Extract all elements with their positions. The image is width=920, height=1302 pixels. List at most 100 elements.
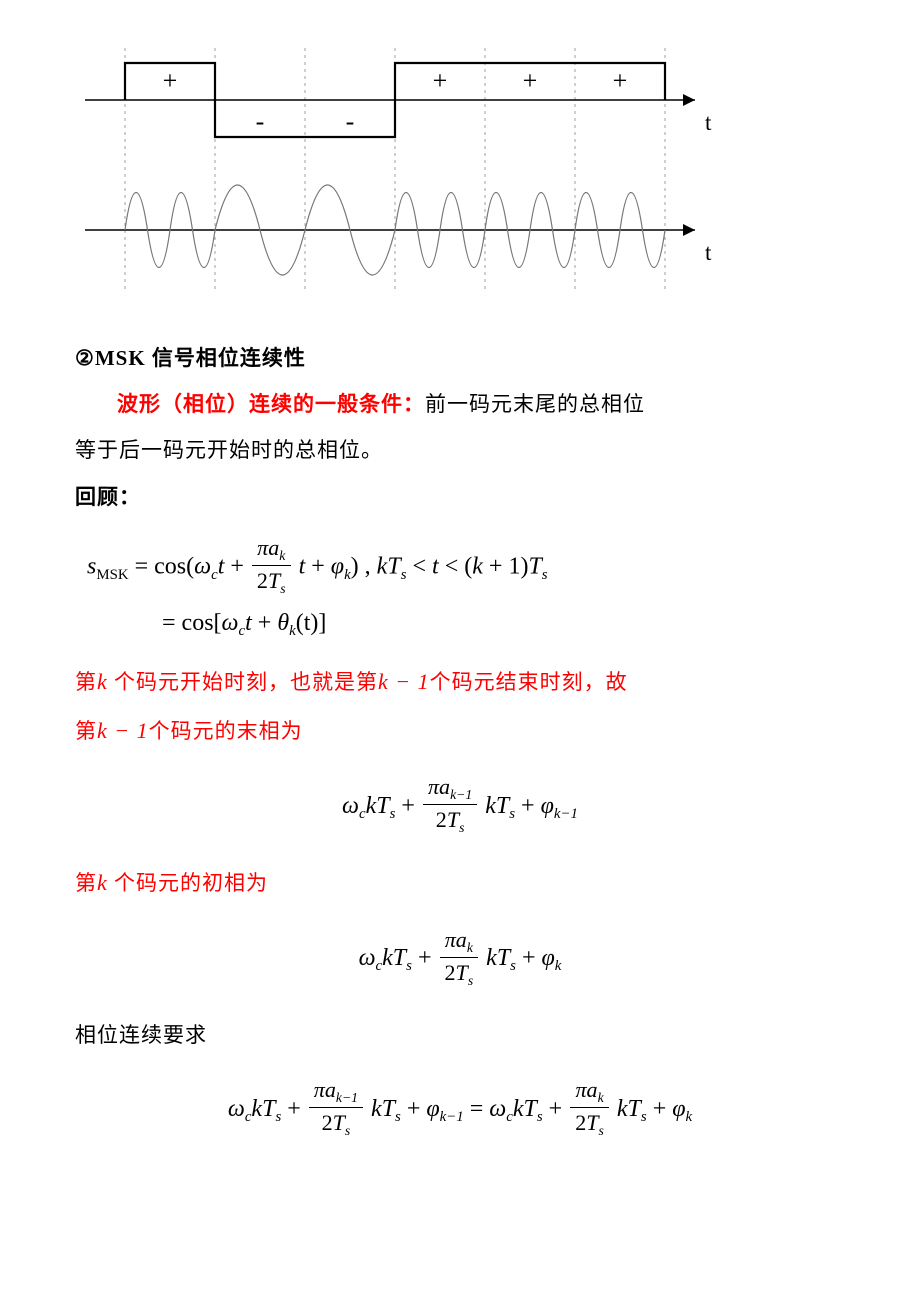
heading-text: MSK 信号相位连续性: [95, 346, 306, 370]
signal-figure: t + - - + + + t: [75, 45, 845, 300]
e4-Ts: s: [275, 1109, 281, 1125]
eq1-eqsign: =: [135, 553, 155, 579]
eq1-t1: t: [218, 553, 225, 579]
e3-pi: π: [445, 927, 456, 952]
e4-phiR: φ: [672, 1096, 685, 1122]
e4-wR: ω: [489, 1096, 506, 1122]
para1-rest2: 等于后一码元开始时的总相位。: [75, 438, 383, 462]
p2-a: 第: [75, 670, 97, 694]
para1-rest1: 前一码元末尾的总相位: [425, 392, 645, 416]
eq1-phi: φ: [331, 553, 344, 579]
e3-Ts: s: [406, 959, 412, 975]
eq1-a: a: [268, 535, 279, 560]
eq1-omega: ω: [194, 553, 211, 579]
svg-text:t: t: [705, 110, 712, 135]
eq-continuity: ωckTs + πak−1 2Ts kTs + φk−1 = ωckTs + π…: [75, 1080, 845, 1140]
e4-TsR: s: [537, 1109, 543, 1125]
e4-T3sR: s: [641, 1109, 647, 1125]
e4-asR: k: [598, 1090, 604, 1105]
e2-p1: +: [401, 793, 421, 819]
e3-k: k: [382, 945, 393, 971]
e2-Ts: s: [390, 806, 396, 822]
eq1-k2: k: [472, 553, 483, 579]
e2-pi: π: [428, 774, 439, 799]
eq1b-omega: ω: [222, 610, 239, 636]
eq1-cos: cos(: [154, 553, 194, 579]
svg-text:-: -: [256, 107, 265, 136]
e4-pi: π: [314, 1077, 325, 1102]
svg-text:+: +: [163, 66, 178, 95]
e4-wsR: c: [506, 1109, 513, 1125]
e3-p2: +: [522, 945, 542, 971]
e3-a: a: [456, 927, 467, 952]
e2-T3: T: [496, 793, 509, 819]
eq1b-close: ]: [318, 610, 326, 636]
para-kth-start: 第k 个码元开始时刻，也就是第k − 1个码元结束时刻，故: [75, 658, 845, 706]
e2-frac: πak−1 2Ts: [423, 775, 477, 835]
e4-aR: a: [587, 1077, 598, 1102]
e4-T: T: [262, 1096, 275, 1122]
e3-phis: k: [555, 959, 562, 975]
para-requirement: 相位连续要求: [75, 1012, 845, 1058]
eq1-two: 2: [257, 568, 268, 593]
e3-w: ω: [359, 945, 376, 971]
e4-p3: +: [549, 1096, 569, 1122]
eq1-lt1: <: [412, 553, 432, 579]
e3-T2s: s: [468, 973, 473, 988]
svg-text:+: +: [433, 66, 448, 95]
e4-frac2: πak 2Ts: [570, 1078, 609, 1138]
e3-frac: πak 2Ts: [440, 928, 479, 988]
e2-p2: +: [521, 793, 541, 819]
eq-smsk: sMSK = cos(ωct + πak 2Ts t + φk) , kTs <…: [87, 538, 845, 640]
e3-k2: k: [486, 945, 497, 971]
e3-T3: T: [497, 945, 510, 971]
e3-as: k: [467, 939, 473, 954]
e4-a: a: [325, 1077, 336, 1102]
para-kth-initphase: 第k 个码元的初相为: [75, 859, 845, 907]
eq1-sep: ,: [365, 553, 377, 579]
e3-T: T: [393, 945, 406, 971]
eq1b-t: t: [245, 610, 252, 636]
e4-eq: =: [470, 1096, 490, 1122]
p3-b: 个码元的初相为: [108, 871, 268, 895]
eq1-T3: T: [528, 553, 541, 579]
e4-as: k−1: [336, 1090, 358, 1105]
e4-2: 2: [322, 1110, 333, 1135]
e4-T2: T: [333, 1110, 345, 1135]
para-continuity-2: 等于后一码元开始时的总相位。: [75, 427, 845, 473]
e4-T2s: s: [345, 1123, 350, 1138]
e4-phis: k−1: [440, 1109, 464, 1125]
e4-T2sR: s: [599, 1123, 604, 1138]
p2-c: 个码元结束时刻，故: [430, 670, 628, 694]
heading-number: ②: [75, 346, 95, 370]
e2-T2: T: [447, 807, 459, 832]
e3-T2: T: [456, 960, 468, 985]
eq1-lhs: s: [87, 553, 96, 579]
eq1-pi: π: [257, 535, 268, 560]
para-continuity: 波形（相位）连续的一般条件：前一码元末尾的总相位: [75, 381, 845, 427]
e2-2: 2: [436, 807, 447, 832]
e4-T3: T: [382, 1096, 395, 1122]
eq1-frac: πak 2Ts: [252, 536, 291, 596]
msk-waveform-svg: t + - - + + + t: [75, 45, 715, 295]
p2-b: 个码元开始时刻，也就是第: [108, 670, 378, 694]
section-heading: ②MSK 信号相位连续性: [75, 335, 845, 381]
eq1-a-sub: k: [279, 548, 285, 563]
eq1-t3: t: [432, 553, 439, 579]
e2-T3s: s: [509, 806, 515, 822]
e3-phi: φ: [542, 945, 555, 971]
eq1-plus1: +: [230, 553, 250, 579]
e2-a: a: [439, 774, 450, 799]
para1-red: 波形（相位）连续的一般条件：: [117, 392, 425, 416]
e3-T3s: s: [510, 959, 516, 975]
e2-phis: k−1: [554, 806, 578, 822]
p2-km1: k − 1: [378, 669, 430, 694]
eq1-T-sub: s: [280, 581, 285, 596]
e4-T3s: s: [395, 1109, 401, 1125]
eq1b-theta-arg: (t): [296, 610, 319, 636]
e2-as: k−1: [450, 787, 472, 802]
e2-ws: c: [359, 806, 366, 822]
eq1b-theta-sub: k: [289, 623, 296, 639]
svg-text:+: +: [613, 66, 628, 95]
e2-k2: k: [485, 793, 496, 819]
